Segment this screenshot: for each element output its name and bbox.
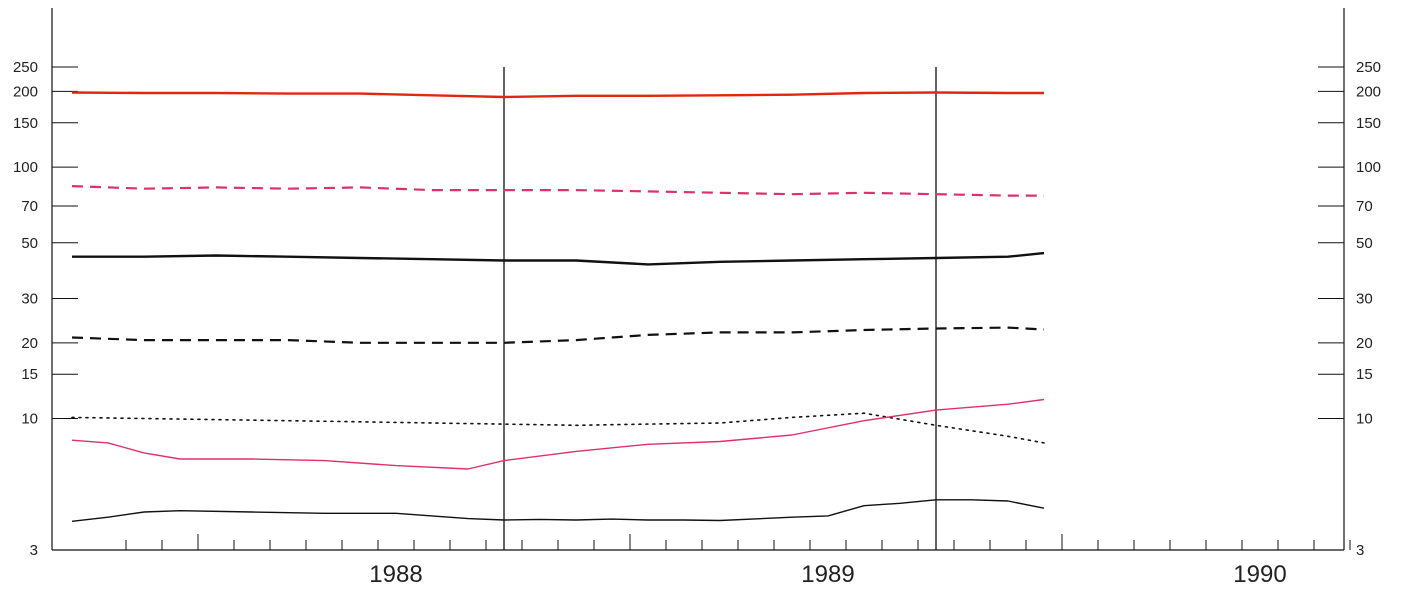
y-tick-label-left: 10 bbox=[21, 411, 38, 428]
y-tick-label-right: 100 bbox=[1356, 159, 1381, 176]
y-tick-label-left: 15 bbox=[21, 366, 38, 383]
series-line-6 bbox=[71, 398, 1045, 470]
y-tick-label-right: 70 bbox=[1356, 198, 1373, 215]
series-line-5 bbox=[71, 412, 1045, 444]
y-tick-label-right: 50 bbox=[1356, 235, 1373, 252]
y-tick-label-right: 250 bbox=[1356, 59, 1381, 76]
chart-ticks bbox=[52, 66, 1351, 550]
y-tick-label-left: 3 bbox=[30, 542, 38, 559]
y-tick-label-right: 15 bbox=[1356, 366, 1373, 383]
series-line-4 bbox=[71, 326, 1045, 344]
y-tick-label-left: 200 bbox=[13, 83, 38, 100]
y-tick-label-right: 150 bbox=[1356, 115, 1381, 132]
x-year-label: 1988 bbox=[369, 561, 422, 588]
chart-labels: 250 200 150 100 70 50 30 20 15 10 3 250 200 150 100 70 5… bbox=[13, 59, 1381, 588]
y-tick-label-left: 20 bbox=[21, 335, 38, 352]
y-tick-label-left: 150 bbox=[13, 115, 38, 132]
y-tick-label-left: 250 bbox=[13, 59, 38, 76]
y-tick-label-right: 30 bbox=[1356, 291, 1373, 308]
chart-series bbox=[71, 91, 1045, 522]
reference-lines bbox=[503, 67, 937, 550]
series-line-1 bbox=[71, 91, 1044, 99]
y-tick-label-left: 50 bbox=[21, 235, 38, 252]
y-tick-label-left: 100 bbox=[13, 159, 38, 176]
y-tick-label-right: 3 bbox=[1356, 542, 1364, 559]
y-tick-label-left: 70 bbox=[21, 198, 38, 215]
chart-axes bbox=[51, 8, 1345, 551]
y-tick-label-right: 200 bbox=[1356, 83, 1381, 100]
x-year-label: 1990 bbox=[1233, 561, 1286, 588]
y-tick-label-right: 10 bbox=[1356, 411, 1373, 428]
y-tick-label-right: 20 bbox=[1356, 335, 1373, 352]
x-year-label: 1989 bbox=[801, 561, 854, 588]
series-line-2 bbox=[71, 185, 1044, 197]
y-tick-label-left: 30 bbox=[21, 291, 38, 308]
series-line-7 bbox=[71, 499, 1045, 522]
series-line-3 bbox=[72, 251, 1045, 266]
